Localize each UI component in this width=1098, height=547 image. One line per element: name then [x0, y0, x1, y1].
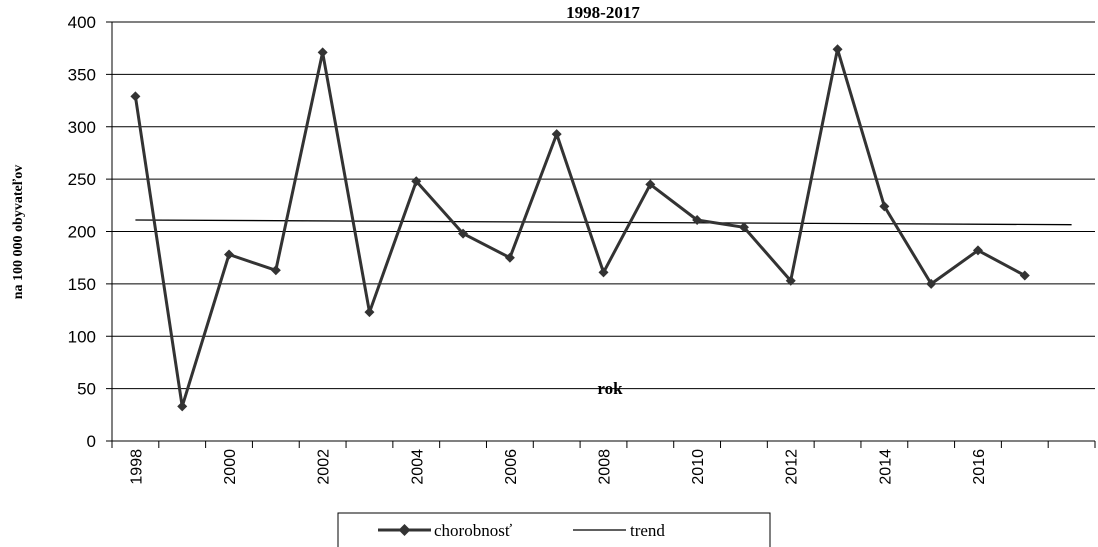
y-axis-label: na 100 000 obyvateľov	[11, 165, 26, 300]
x-tick-label: 2000	[222, 449, 239, 485]
data-point	[130, 91, 141, 102]
x-tick-label: 2008	[597, 449, 614, 485]
y-tick-label: 150	[68, 275, 96, 294]
y-tick-label: 400	[68, 13, 96, 32]
x-tick-label: 2002	[316, 449, 333, 485]
axes	[111, 22, 1096, 448]
x-tick-labels: 1998 2000 2002 2004 2006 2008 2010 2012 2014 2016	[128, 449, 988, 485]
y-tick-label: 300	[68, 118, 96, 137]
x-tick-label: 1998	[128, 449, 145, 485]
x-tick-label: 2004	[409, 449, 426, 485]
legend: chorobnosť trend	[337, 512, 771, 547]
data-point	[270, 265, 281, 276]
y-tick-label: 250	[68, 170, 96, 189]
y-tick-label: 350	[68, 65, 96, 84]
data-point	[504, 252, 515, 263]
x-tick-label: 2012	[784, 449, 801, 485]
data-point	[177, 401, 188, 412]
x-tick-label: 2016	[971, 449, 988, 485]
data-point	[832, 44, 843, 55]
y-tick-label: 100	[68, 327, 96, 346]
data-point	[598, 267, 609, 278]
x-tick-label: 2010	[690, 449, 707, 485]
y-tick-labels: 0 50 100 150 200 250 300 350 400	[68, 13, 96, 451]
data-point	[972, 245, 983, 256]
data-point	[926, 278, 937, 289]
annotation-rok: rok	[597, 379, 623, 398]
data-point	[645, 179, 656, 190]
data-point	[879, 201, 890, 212]
x-tick-label: 2014	[877, 449, 894, 485]
data-point	[224, 249, 235, 260]
data-point	[692, 214, 703, 225]
data-point	[317, 47, 328, 58]
series-layer	[130, 44, 1072, 412]
data-point	[1019, 270, 1030, 281]
chorobnost-line	[133, 47, 1026, 408]
chart-title: 1998-2017	[566, 3, 640, 22]
trend-line	[135, 219, 1072, 226]
x-tick-label: 2006	[503, 449, 520, 485]
data-point	[364, 307, 375, 318]
y-tick-label: 50	[77, 380, 96, 399]
data-point	[785, 275, 796, 286]
legend-trend-label: trend	[630, 521, 665, 540]
legend-chorobnost-marker	[398, 524, 411, 536]
gridlines	[106, 21, 1095, 442]
data-point	[551, 129, 562, 140]
data-point	[738, 222, 749, 233]
y-tick-label: 0	[87, 432, 96, 451]
y-tick-label: 200	[68, 223, 96, 242]
data-point	[458, 228, 469, 239]
legend-chorobnost-label: chorobnosť	[434, 521, 512, 540]
data-point	[411, 176, 422, 187]
